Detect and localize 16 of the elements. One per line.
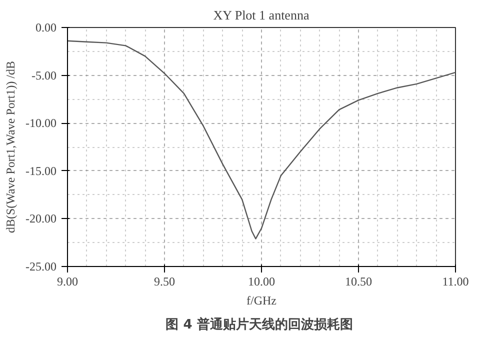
line-series <box>68 40 456 240</box>
chart-title: XY Plot 1 antenna <box>213 8 310 22</box>
y-tick-label: 0.00 <box>36 20 56 34</box>
caption: 图 4 普通贴片天线的回波损耗图 <box>166 316 353 332</box>
y-tick-label: -20.00 <box>26 212 57 226</box>
y-axis-title: dB(S(Wave Port1,Wave Port1)) /dB <box>4 60 18 234</box>
y-tick-label: -5.00 <box>32 68 57 82</box>
x-tick-label: 9.50 <box>154 274 175 288</box>
y-tick-label: -10.00 <box>26 116 57 130</box>
x-tick-label: 9.00 <box>57 274 78 288</box>
x-axis-title: f/GHz <box>246 294 277 308</box>
y-tick-label: -15.00 <box>26 164 57 178</box>
x-tick-label: 10.00 <box>248 274 275 288</box>
x-tick-label: 10.50 <box>345 274 372 288</box>
y-tick-label: -25.00 <box>26 260 57 274</box>
x-tick-label: 11.00 <box>442 274 469 288</box>
